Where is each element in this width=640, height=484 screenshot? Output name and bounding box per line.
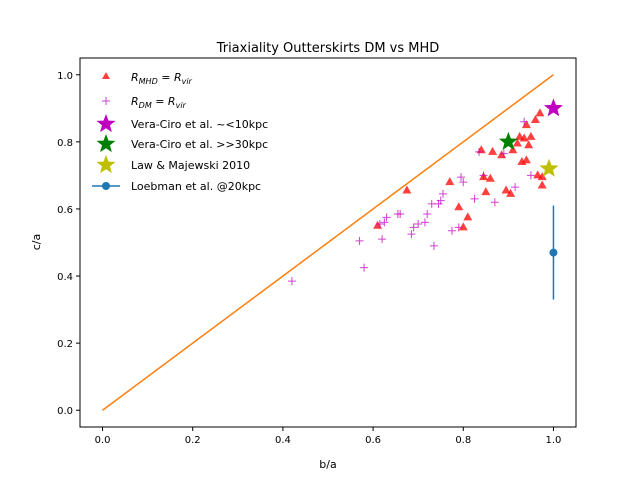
data-point-dm <box>511 183 520 192</box>
data-point-dm <box>360 263 369 272</box>
data-point-mhd <box>512 138 522 147</box>
legend-item-mhd: RMHD = Rvir <box>102 71 193 86</box>
x-tick-label: 0.0 <box>95 435 111 446</box>
legend-marker-plus <box>102 97 110 105</box>
star-point <box>498 131 518 150</box>
legend-marker-triangle <box>102 72 110 79</box>
error-point <box>549 248 558 257</box>
data-point-mhd <box>537 172 547 181</box>
y-tick-label: 0.4 <box>57 272 73 283</box>
legend-marker-dot <box>102 182 110 190</box>
axis-ticks: 0.0 0.2 0.4 0.6 0.8 1.0 0.0 0.2 0.4 0.6 0.8 1.0 <box>57 71 561 446</box>
data-point-mhd <box>458 222 468 231</box>
data-point-dm <box>420 218 429 227</box>
data-point-dm <box>429 241 438 250</box>
legend-label-vc10: Vera-Ciro et al. ~<10kpc <box>131 118 268 131</box>
data-point-dm <box>355 236 364 245</box>
legend-marker-star <box>96 155 116 174</box>
x-axis-label: b/a <box>319 458 336 471</box>
legend: RMHD = Rvir RDM = Rvir Vera-Ciro et al. … <box>92 71 268 193</box>
data-point-dm <box>375 220 384 229</box>
data-point-dm <box>470 194 479 203</box>
data-point-dm <box>526 171 535 180</box>
data-point-mhd <box>501 185 511 194</box>
data-point-mhd <box>524 140 534 149</box>
data-point-mhd <box>535 108 545 117</box>
data-point-dm <box>427 199 436 208</box>
data-point-dm <box>448 226 456 235</box>
data-point-dm <box>490 198 499 207</box>
y-tick-label: 1.0 <box>57 71 73 82</box>
data-point-mhd <box>508 145 518 154</box>
data-point-dm <box>438 189 447 198</box>
legend-label-loeb: Loebman et al. @20kpc <box>131 180 261 193</box>
data-point-dm <box>459 178 468 187</box>
data-point-dm <box>396 209 405 218</box>
y-tick-label: 0.6 <box>57 205 73 216</box>
legend-item-dm: RDM = Rvir <box>102 95 187 110</box>
legend-item-vc30: Vera-Ciro et al. >>30kpc <box>96 134 268 153</box>
y-axis-label: c/a <box>30 234 43 251</box>
data-point-dm <box>382 213 391 222</box>
y-tick-label: 0.2 <box>57 339 73 350</box>
data-point-dm <box>436 196 445 205</box>
reference-line <box>102 74 554 411</box>
data-point-dm <box>414 220 423 229</box>
legend-marker-star <box>96 114 116 133</box>
data-point-mhd <box>526 131 536 140</box>
data-point-dm <box>499 149 508 158</box>
data-point-mhd <box>488 146 498 155</box>
data-point-mhd <box>485 173 495 182</box>
star-point <box>543 98 563 117</box>
data-point-mhd <box>537 180 547 189</box>
legend-item-vc10: Vera-Ciro et al. ~<10kpc <box>96 114 268 133</box>
data-point-dm <box>378 235 387 244</box>
data-point-dm <box>423 209 432 218</box>
legend-label-dm: RDM = Rvir <box>131 95 187 110</box>
x-tick-label: 1.0 <box>546 435 562 446</box>
star-point <box>539 158 559 177</box>
data-point-dm <box>475 147 484 156</box>
data-point-dm <box>520 117 529 126</box>
data-point-dm <box>407 230 416 239</box>
chart-title: Triaxiality Outterskirts DM vs MHD <box>216 41 440 56</box>
data-point-dm <box>380 218 389 227</box>
x-tick-label: 0.8 <box>455 435 471 446</box>
data-point-dm <box>409 223 418 232</box>
data-point-mhd <box>445 177 455 186</box>
data-point-dm <box>287 277 296 286</box>
legend-label-vc30: Vera-Ciro et al. >>30kpc <box>131 138 268 151</box>
legend-marker-star <box>96 134 116 153</box>
data-point-mhd <box>481 187 491 196</box>
data-point-mhd <box>454 202 464 211</box>
data-point-mhd <box>506 188 516 197</box>
data-point-mhd <box>463 212 473 221</box>
data-point-mhd <box>521 155 531 164</box>
legend-item-loeb: Loebman et al. @20kpc <box>92 180 261 193</box>
data-point-mhd <box>519 133 529 142</box>
legend-label-law: Law & Majewski 2010 <box>131 159 250 172</box>
x-tick-label: 0.6 <box>365 435 381 446</box>
x-tick-label: 0.4 <box>275 435 291 446</box>
plot-area <box>102 74 563 411</box>
axes-frame <box>79 57 577 428</box>
y-tick-label: 0.8 <box>57 138 73 149</box>
data-point-mhd <box>402 185 412 194</box>
data-point-mhd <box>521 120 531 129</box>
data-point-dm <box>454 223 463 232</box>
data-point-mhd <box>530 115 540 124</box>
data-point-dm <box>457 173 466 182</box>
y-tick-label: 0.0 <box>57 406 73 417</box>
legend-label-mhd: RMHD = Rvir <box>131 71 193 86</box>
data-point-dm <box>479 171 488 180</box>
x-tick-label: 0.2 <box>185 435 201 446</box>
legend-item-law: Law & Majewski 2010 <box>96 155 250 174</box>
